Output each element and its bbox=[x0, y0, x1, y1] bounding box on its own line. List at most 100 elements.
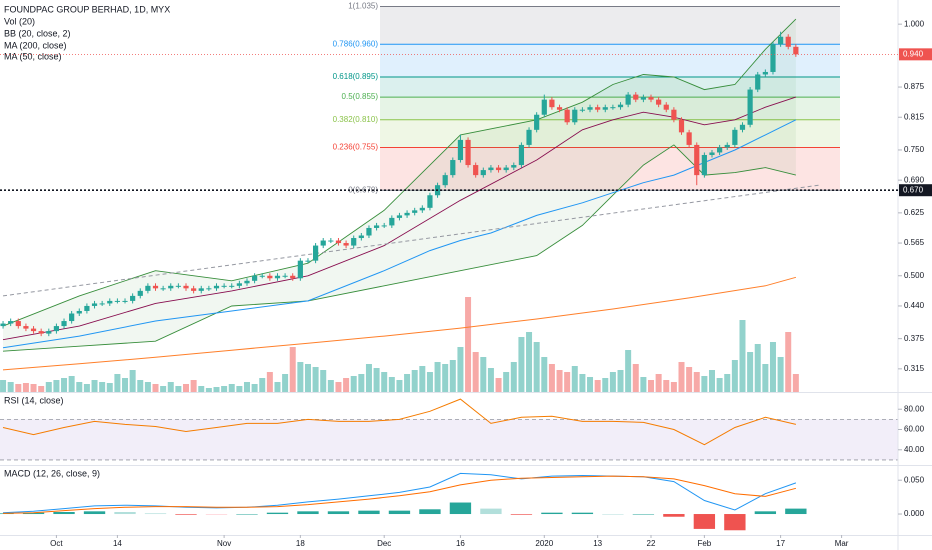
volume-bar bbox=[792, 374, 799, 392]
price-label-box bbox=[899, 184, 932, 197]
x-tick-label: 18 bbox=[296, 539, 305, 548]
candle-body bbox=[122, 300, 128, 302]
volume-bar bbox=[411, 370, 418, 392]
fib-band bbox=[380, 6, 840, 45]
volume-bar bbox=[45, 382, 52, 392]
candle-body bbox=[412, 210, 418, 213]
volume-bar bbox=[183, 384, 190, 392]
candle-body bbox=[160, 288, 166, 290]
candle-body bbox=[556, 107, 563, 110]
volume-bar bbox=[670, 382, 677, 392]
macd-signal-line bbox=[2, 475, 797, 514]
candle-body bbox=[724, 144, 730, 148]
volume-bar bbox=[297, 362, 304, 392]
candle-body bbox=[23, 326, 29, 329]
candle-body bbox=[358, 235, 364, 239]
volume-bar bbox=[198, 386, 205, 392]
volume-bar bbox=[503, 372, 510, 392]
candle-body bbox=[236, 283, 242, 286]
volume-bar bbox=[327, 380, 334, 392]
candle-body bbox=[328, 240, 334, 242]
candle-body bbox=[495, 167, 502, 171]
candle-body bbox=[610, 107, 616, 109]
fib-band bbox=[380, 147, 840, 191]
fib-level-label: 1(1.035) bbox=[348, 2, 378, 11]
volume-bar bbox=[167, 382, 174, 392]
volume-bar bbox=[99, 382, 106, 392]
rsi-tick-label: 80.00 bbox=[904, 404, 925, 413]
volume-bar bbox=[30, 384, 37, 392]
volume-bar bbox=[487, 368, 494, 392]
x-tick-label: 14 bbox=[113, 539, 122, 548]
candle-body bbox=[305, 260, 311, 262]
volume-bar bbox=[61, 378, 68, 392]
candle-body bbox=[213, 285, 220, 289]
volume-bar bbox=[426, 372, 433, 392]
volume-bar bbox=[632, 364, 639, 392]
price-label: 0.940 bbox=[903, 49, 924, 58]
volume-bar bbox=[152, 384, 159, 392]
volume-bar bbox=[510, 362, 517, 392]
volume-bar bbox=[68, 376, 75, 392]
candle-body bbox=[518, 144, 525, 166]
macd-histogram-bar bbox=[419, 509, 441, 515]
candle-body bbox=[473, 165, 479, 176]
candle-body bbox=[259, 275, 265, 277]
y-tick-label: 0.690 bbox=[904, 175, 925, 184]
axes: 1.000 0.875 0.815 0.750 0.690 0.625 0.565 0.500… bbox=[50, 19, 924, 548]
volume-bar bbox=[541, 357, 548, 392]
candle-body bbox=[343, 243, 349, 246]
y-tick-label: 0.375 bbox=[904, 334, 925, 343]
fib-level-label: 0.236(0.755) bbox=[333, 143, 379, 152]
volume-bar bbox=[434, 362, 441, 392]
candle-body bbox=[602, 107, 608, 110]
volume-bar bbox=[343, 378, 350, 392]
candle-body bbox=[617, 104, 624, 108]
candle-body bbox=[701, 154, 707, 176]
candle-body bbox=[419, 207, 425, 211]
volume-bar bbox=[777, 357, 784, 392]
volume-bar bbox=[495, 378, 502, 392]
price-label-box bbox=[899, 48, 932, 61]
macd-histogram-bar bbox=[327, 511, 350, 515]
x-tick-label: 2020 bbox=[535, 539, 553, 548]
fib-band bbox=[380, 44, 840, 77]
volume-bar bbox=[617, 370, 624, 392]
legend-entry: MA (50, close) bbox=[4, 51, 62, 61]
fib-band bbox=[380, 119, 840, 148]
volume-bar bbox=[533, 342, 540, 392]
volume-bar bbox=[114, 374, 121, 392]
candle-body bbox=[663, 104, 669, 110]
candle-body bbox=[373, 225, 380, 228]
candle-body bbox=[274, 275, 281, 279]
macd-histogram-bar bbox=[510, 514, 533, 515]
volume-bar bbox=[312, 367, 319, 392]
candle-body bbox=[770, 44, 776, 72]
price-label: 0.670 bbox=[903, 185, 924, 194]
candle-body bbox=[320, 240, 326, 246]
volume-bar bbox=[396, 380, 403, 392]
y-tick-label: 1.000 bbox=[904, 19, 925, 28]
bb-fill bbox=[3, 19, 796, 352]
candle-body bbox=[625, 94, 631, 105]
macd-histogram-bar bbox=[53, 512, 75, 515]
candle-body bbox=[717, 147, 723, 153]
volume-bar bbox=[335, 382, 342, 392]
volume-bar bbox=[769, 342, 776, 392]
volume-bar bbox=[213, 387, 220, 392]
candle-body bbox=[404, 212, 410, 216]
candle-body bbox=[229, 285, 235, 287]
volume-bar bbox=[648, 380, 655, 392]
legend-entry: BB (20, close, 2) bbox=[4, 28, 71, 38]
volume-bar bbox=[122, 378, 129, 392]
volume-bar bbox=[365, 364, 372, 392]
candle-body bbox=[297, 260, 303, 279]
volume-bar bbox=[144, 382, 151, 392]
x-tick-label: 16 bbox=[456, 539, 465, 548]
candle-body bbox=[53, 326, 60, 332]
macd-histogram-bar bbox=[22, 512, 45, 515]
candle-body bbox=[191, 288, 197, 291]
candle-body bbox=[206, 288, 212, 290]
volume-bar bbox=[7, 382, 14, 392]
volume-bar bbox=[404, 374, 411, 392]
